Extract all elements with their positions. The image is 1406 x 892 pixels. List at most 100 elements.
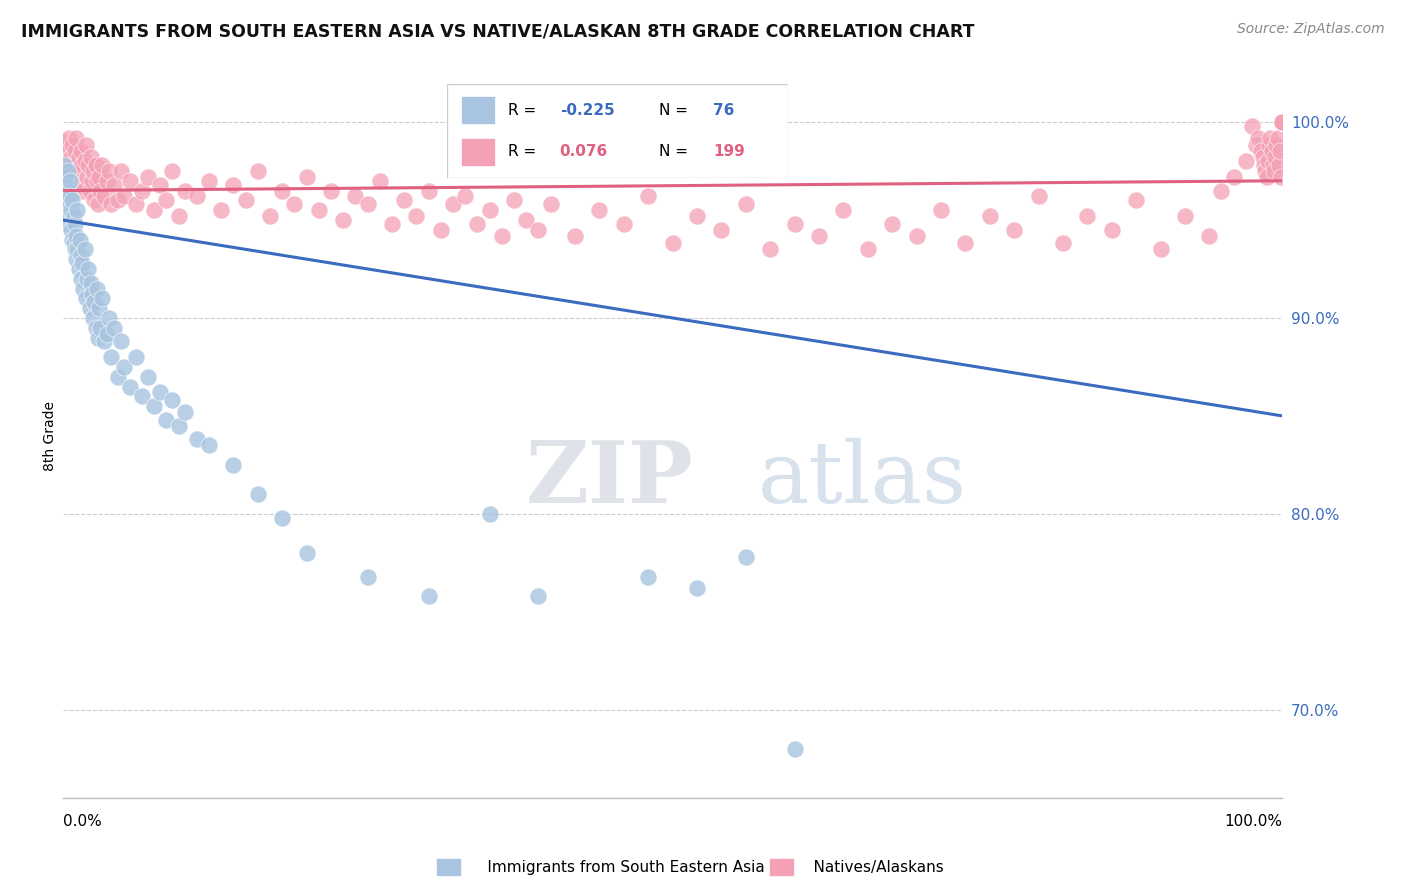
Point [58,197,80,211]
Text: Source: ZipAtlas.com: Source: ZipAtlas.com [1237,22,1385,37]
Point [79,184,101,198]
Point [118,174,141,188]
Point [344,189,367,203]
Point [1240,119,1263,133]
Point [1002,223,1025,237]
Point [1271,115,1294,129]
Point [107,369,129,384]
Point [1271,115,1294,129]
Point [430,223,453,237]
Point [84,320,107,334]
Point [136,369,159,384]
Point [1271,115,1294,129]
Point [1271,115,1294,129]
Point [76,272,98,286]
Point [1257,154,1279,169]
Point [93,189,115,203]
Point [1271,115,1294,129]
Point [222,178,245,192]
Point [107,194,129,208]
Point [1271,115,1294,129]
Point [491,228,513,243]
Point [1271,115,1294,129]
Point [1052,236,1074,251]
Point [283,197,305,211]
Point [103,178,125,192]
Point [89,169,111,184]
Point [1271,115,1294,129]
Point [79,301,101,315]
Point [69,178,91,192]
Point [62,158,84,172]
Point [1271,115,1294,129]
Point [1271,115,1294,129]
Point [1222,169,1244,184]
Point [1250,145,1272,159]
Point [540,197,562,211]
Text: ZIP: ZIP [526,437,695,521]
Point [613,217,636,231]
Point [143,203,166,218]
Point [1271,115,1294,129]
Point [1254,164,1277,178]
Point [65,228,87,243]
Point [1271,115,1294,129]
Point [59,164,82,178]
Point [405,209,427,223]
Point [955,236,977,251]
Point [1076,209,1098,223]
Point [66,164,89,178]
Point [198,438,221,452]
Point [63,243,86,257]
Point [686,582,709,596]
Point [1271,115,1294,129]
Point [75,291,97,305]
Point [62,209,84,223]
Point [149,178,172,192]
Point [661,236,683,251]
Point [70,272,93,286]
Point [60,223,83,237]
Point [564,228,586,243]
Point [1271,115,1294,129]
Point [259,209,281,223]
Point [60,150,83,164]
Point [1271,115,1294,129]
Point [56,154,79,169]
Point [1271,115,1294,129]
Point [55,138,77,153]
Point [1271,115,1294,129]
Point [1267,130,1289,145]
Point [1271,115,1294,129]
Point [84,158,107,172]
Point [1271,115,1294,129]
Point [125,350,148,364]
Text: Immigrants from South Eastern Asia          Natives/Alaskans: Immigrants from South Eastern Asia Nativ… [463,860,943,874]
Point [110,334,132,349]
Point [1271,115,1294,129]
Point [295,546,318,560]
Point [734,549,756,564]
Point [1198,228,1220,243]
Point [1265,138,1288,153]
Point [1271,115,1294,129]
Point [56,164,79,178]
Point [1271,115,1294,129]
Point [62,138,84,153]
Point [441,197,464,211]
Point [80,276,103,290]
Point [143,399,166,413]
Point [1258,138,1281,153]
Point [62,194,84,208]
Point [89,301,111,315]
Point [83,194,105,208]
Point [832,203,855,218]
Point [62,236,84,251]
Point [186,189,208,203]
Point [734,197,756,211]
Point [929,203,952,218]
Point [1271,115,1294,129]
Point [503,194,526,208]
Point [418,589,440,603]
Point [1271,115,1294,129]
